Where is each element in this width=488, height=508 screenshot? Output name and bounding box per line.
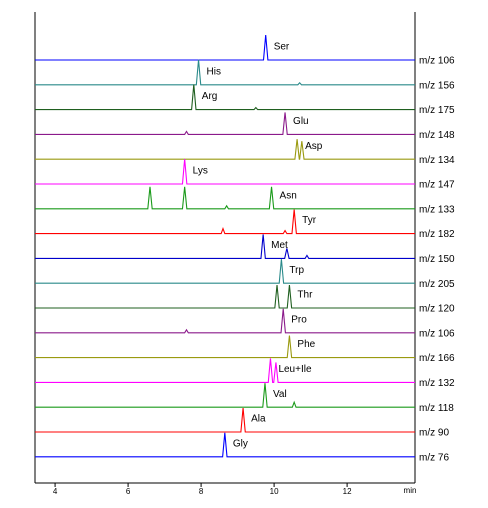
peak-label: Trp <box>289 265 304 276</box>
trace <box>35 358 415 383</box>
trace <box>35 234 415 259</box>
x-tick-label: 6 <box>126 487 131 496</box>
peak-label: Asp <box>305 141 323 152</box>
trace <box>35 209 415 235</box>
mz-label: m/z 175 <box>419 105 455 116</box>
mz-label: m/z 132 <box>419 378 455 389</box>
mz-label: m/z 133 <box>419 204 455 215</box>
peak-label: Phe <box>297 339 315 350</box>
trace <box>35 139 415 160</box>
peak-label: His <box>207 66 221 77</box>
mz-label: m/z 205 <box>419 279 455 290</box>
mz-label: m/z 106 <box>419 56 455 67</box>
trace <box>35 84 415 111</box>
peak-label: Asn <box>280 190 297 201</box>
peak-label: Lys <box>193 166 208 177</box>
peak-label: Pro <box>291 314 307 325</box>
trace <box>35 335 415 359</box>
x-tick-label: 8 <box>199 487 204 496</box>
trace <box>35 383 415 408</box>
mz-label: m/z 148 <box>419 130 455 141</box>
peak-label: Tyr <box>302 215 317 226</box>
trace <box>35 34 415 61</box>
peak-label: Val <box>273 389 287 400</box>
mz-label: m/z 90 <box>419 428 449 439</box>
trace <box>35 308 415 334</box>
trace <box>35 284 415 309</box>
x-tick-label: 12 <box>343 487 352 496</box>
mz-label: m/z 106 <box>419 328 455 339</box>
peak-label: Ala <box>251 414 266 425</box>
mz-label: m/z 150 <box>419 254 455 265</box>
trace <box>35 407 415 433</box>
trace <box>35 112 415 135</box>
peak-label: Arg <box>202 91 218 102</box>
trace <box>35 259 415 284</box>
mz-label: m/z 76 <box>419 452 449 463</box>
trace <box>35 186 415 210</box>
peak-label: Thr <box>297 290 313 301</box>
x-tick-label: 10 <box>270 487 279 496</box>
mz-label: m/z 120 <box>419 304 455 315</box>
peak-label: Met <box>271 240 288 251</box>
trace <box>35 432 415 458</box>
x-axis-label: min <box>404 486 417 495</box>
peak-label: Ser <box>274 42 290 53</box>
peak-label: Gly <box>233 438 248 449</box>
mz-label: m/z 134 <box>419 155 455 166</box>
peak-label: Glu <box>293 116 309 127</box>
mz-label: m/z 147 <box>419 180 455 191</box>
x-tick-label: 4 <box>53 487 58 496</box>
peak-label: Leu+Ile <box>278 364 312 375</box>
mz-label: m/z 182 <box>419 229 455 240</box>
mz-label: m/z 118 <box>419 403 454 414</box>
mz-label: m/z 166 <box>419 353 455 364</box>
mz-label: m/z 156 <box>419 80 455 91</box>
trace <box>35 59 415 86</box>
trace <box>35 158 415 185</box>
